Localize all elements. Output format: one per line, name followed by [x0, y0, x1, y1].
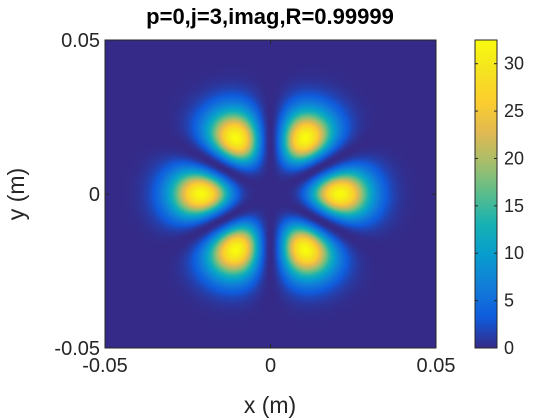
chart-title: p=0,j=3,imag,R=0.99999 — [146, 4, 394, 29]
y-tick-label: -0.05 — [54, 338, 100, 360]
y-axis-label: y (m) — [3, 168, 29, 220]
colorbar-scale — [474, 39, 498, 349]
colorbar-tick-label: 15 — [504, 196, 524, 216]
x-tick-label: 0.05 — [417, 355, 456, 377]
colorbar-tick-label: 0 — [504, 338, 514, 358]
colorbar-ticks: 0 5 10 15 20 25 30 — [475, 54, 524, 358]
colorbar-tick-label: 10 — [504, 243, 524, 263]
colorbar-tick-label: 20 — [504, 148, 524, 168]
x-axis-label: x (m) — [244, 392, 296, 418]
y-axis: -0.05 0 0.05 — [54, 30, 436, 360]
plot-area — [104, 39, 437, 349]
heatmap — [105, 40, 436, 348]
x-tick-label: -0.05 — [82, 355, 128, 377]
x-tick-label: 0 — [265, 355, 276, 377]
colorbar: 0 5 10 15 20 25 30 — [474, 39, 524, 358]
colorbar-tick-label: 30 — [504, 54, 524, 74]
colorbar-tick-label: 5 — [504, 291, 514, 311]
colorbar-tick-label: 25 — [504, 101, 524, 121]
x-axis: -0.05 0 0.05 — [82, 40, 455, 377]
y-tick-label: 0.05 — [61, 30, 100, 52]
y-tick-label: 0 — [89, 184, 100, 206]
